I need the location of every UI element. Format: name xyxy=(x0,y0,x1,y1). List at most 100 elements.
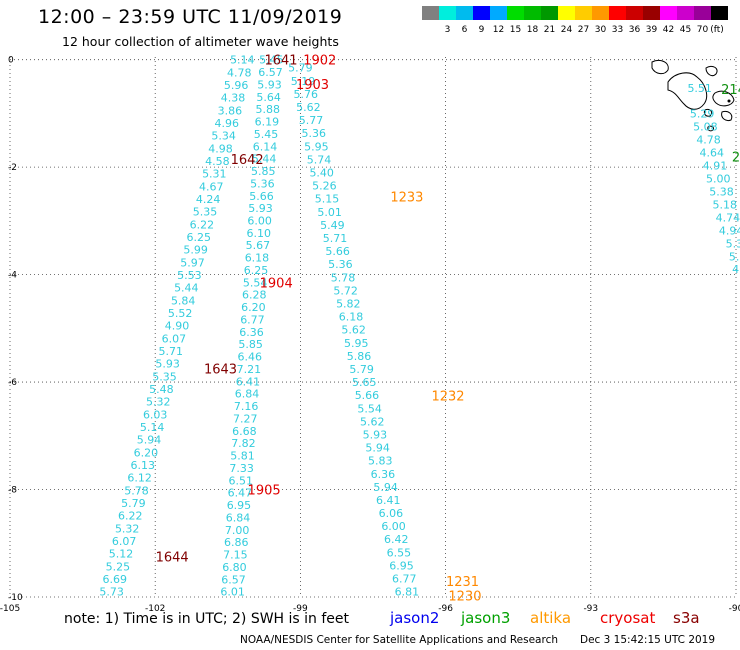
island-outline xyxy=(703,109,713,117)
wave-height-value: 6.25 xyxy=(187,231,212,244)
satellite-jason3: jason3 xyxy=(461,609,511,627)
pass-time-label: 1231 xyxy=(446,575,479,590)
wave-height-value: 5.54 xyxy=(243,276,268,289)
wave-height-value: 5.53 xyxy=(177,269,202,282)
satellite-cryosat: cryosat xyxy=(600,609,656,627)
wave-height-value: 6.57 xyxy=(258,66,283,79)
legend-swatch xyxy=(575,6,592,20)
legend-swatch xyxy=(711,6,728,20)
wave-height-value: 7.00 xyxy=(225,524,250,537)
wave-height-value: 5.93 xyxy=(248,202,273,215)
wave-height-value: 5.95 xyxy=(304,140,329,153)
wave-height-value: 6.36 xyxy=(371,468,396,481)
wave-height-value: 7.27 xyxy=(233,412,258,425)
legend-swatch xyxy=(507,6,524,20)
wave-height-value: 6.10 xyxy=(247,227,272,240)
wave-height-value: 5.94 xyxy=(365,442,390,455)
lon-tick-label: -90 xyxy=(729,604,740,614)
credit-text: NOAA/NESDIS Center for Satellite Applica… xyxy=(240,634,558,646)
legend-swatch xyxy=(524,6,541,20)
legend-swatch xyxy=(609,6,626,20)
legend-swatch xyxy=(439,6,456,20)
pass-time-label: 1641 xyxy=(264,54,297,69)
wave-height-value: 4.78 xyxy=(227,66,252,79)
wave-height-value: 6.00 xyxy=(381,520,406,533)
wave-height-value: 6.46 xyxy=(237,351,262,364)
wave-height-value: 6.25 xyxy=(244,264,269,277)
lat-tick-label: -8 xyxy=(8,486,17,496)
wave-height-value: 5.00 xyxy=(706,172,731,185)
wave-height-value: 5.31 xyxy=(202,168,227,181)
wave-height-value: 5.73 xyxy=(99,586,124,599)
wave-height-value: 5.18 xyxy=(712,198,737,211)
wave-height-value: 6.22 xyxy=(118,510,143,523)
pass-time-label: 1232 xyxy=(431,390,464,405)
island-outline xyxy=(651,59,669,75)
lat-tick-label: -6 xyxy=(8,378,17,388)
wave-height-value: 6.95 xyxy=(389,559,414,572)
wave-height-value: 4.38 xyxy=(221,92,246,105)
wave-height-value: 4.64 xyxy=(700,146,725,159)
wave-height-value: 6.84 xyxy=(235,388,260,401)
wave-height-value: 6.13 xyxy=(131,459,156,472)
wave-height-value: 5.76 xyxy=(293,88,318,101)
legend-label: 9 xyxy=(479,25,485,35)
wave-height-value: 5.78 xyxy=(331,271,356,284)
wave-height-value: 5.48 xyxy=(149,383,174,396)
wave-height-value: 7.15 xyxy=(223,549,248,562)
lat-tick-label: -10 xyxy=(8,593,23,603)
legend-label: 39 xyxy=(646,25,658,35)
legend-swatch xyxy=(643,6,660,20)
wave-height-value: 6.28 xyxy=(242,289,267,302)
wave-height-value: 5.83 xyxy=(368,455,393,468)
wave-height-value: 6.69 xyxy=(103,573,128,586)
wave-height-value: 5.29 xyxy=(690,107,715,120)
lon-tick-label: -96 xyxy=(438,604,453,614)
legend-swatch xyxy=(558,6,575,20)
legend-label: 18 xyxy=(527,25,539,35)
legend-label: 70 xyxy=(697,25,709,35)
legend-label: 33 xyxy=(612,25,623,35)
pass-time-label: 1643 xyxy=(204,363,237,378)
pass-time-label: 2 xyxy=(732,150,740,165)
pass-time-label: 1905 xyxy=(248,484,281,499)
wave-height-value: 7.82 xyxy=(231,437,256,450)
wave-height-value: 6.03 xyxy=(143,408,168,421)
wave-height-value: 5.54 xyxy=(357,402,382,415)
wave-height-value: 5.88 xyxy=(256,103,281,116)
legend-swatch xyxy=(592,6,609,20)
lon-tick-label: -93 xyxy=(583,604,598,614)
lon-tick-label: -105 xyxy=(0,604,20,614)
satellite-altika: altika xyxy=(530,609,572,627)
wave-height-value: 5.26 xyxy=(312,180,337,193)
pass-time-label: 1233 xyxy=(390,191,423,206)
pass-time-label: 1902 xyxy=(303,54,336,69)
wave-height-value: 5.95 xyxy=(344,337,369,350)
wave-height-value: 4.90 xyxy=(165,320,190,333)
wave-height-value: 5.14 xyxy=(230,54,255,67)
legend-label: 42 xyxy=(663,25,674,35)
wave-height-map: -105-102-99-96-93-900-2-4-6-8-105.144.78… xyxy=(0,54,740,614)
wave-height-value: 5.32 xyxy=(115,522,140,535)
wave-height-value: 4.96 xyxy=(215,117,240,130)
wave-height-value: 6.84 xyxy=(226,511,251,524)
wave-height-value: 6.07 xyxy=(162,332,187,345)
island-outline xyxy=(707,125,714,132)
legend-swatch xyxy=(541,6,558,20)
legend-label: 27 xyxy=(578,25,589,35)
wave-height-value: 5.66 xyxy=(249,190,274,203)
wave-height-value: 7.21 xyxy=(237,363,262,376)
wave-height-value: 5.81 xyxy=(230,450,255,463)
wave-height-value: 5.84 xyxy=(171,294,196,307)
wave-height-value: 5.94 xyxy=(137,434,162,447)
wave-height-value: 5.25 xyxy=(106,560,131,573)
wave-height-value: 6.12 xyxy=(127,472,152,485)
legend-swatch xyxy=(694,6,711,20)
wave-height-value: 5.93 xyxy=(257,78,282,91)
wave-height-value: 5.66 xyxy=(355,389,380,402)
wave-height-value: 6.06 xyxy=(379,507,404,520)
wave-height-value: 6.41 xyxy=(236,375,261,388)
wave-height-value: 5.93 xyxy=(363,428,388,441)
wave-height-value: 5.14 xyxy=(140,421,165,434)
wave-height-value: 5.62 xyxy=(360,415,385,428)
